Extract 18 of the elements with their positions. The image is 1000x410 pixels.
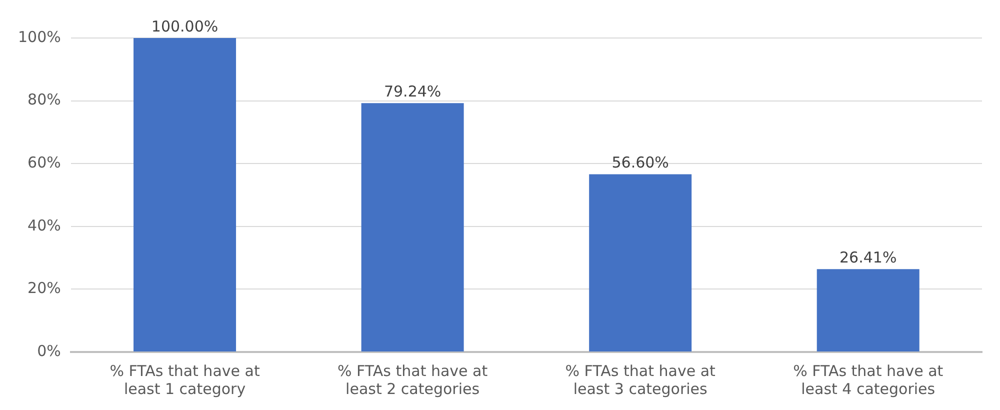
y-tick-label: 60% <box>28 153 61 172</box>
x-tick-label: % FTAs that have at least 3 categories <box>565 362 716 398</box>
data-label: 79.24% <box>384 82 442 101</box>
x-tick-label: % FTAs that have at least 2 categories <box>337 362 488 398</box>
bar <box>134 38 236 352</box>
y-tick-label: 20% <box>28 279 61 298</box>
x-tick-label: % FTAs that have at least 1 category <box>110 362 260 398</box>
data-label: 56.60% <box>612 154 669 172</box>
y-tick-label: 40% <box>28 216 61 234</box>
data-label: 100.00% <box>151 17 218 36</box>
bar <box>589 174 692 352</box>
data-label: 26.41% <box>840 248 897 266</box>
y-tick-label: 80% <box>28 90 61 109</box>
bar <box>361 103 464 352</box>
y-tick-label: 0% <box>37 342 61 360</box>
bar <box>816 269 920 352</box>
y-tick-label: 100% <box>18 28 61 46</box>
x-tick-label: % FTAs that have at least 4 categories <box>793 362 944 398</box>
